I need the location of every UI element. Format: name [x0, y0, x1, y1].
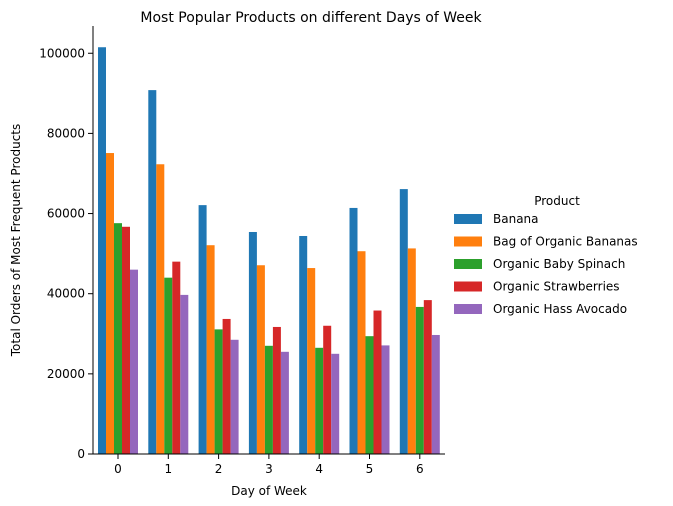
legend-label: Bag of Organic Bananas — [493, 235, 638, 249]
x-tick-label: 5 — [366, 462, 374, 476]
bar-bag-of-organic-bananas-day-2 — [206, 245, 215, 454]
bar-banana-day-5 — [349, 207, 358, 454]
legend-swatch — [454, 214, 482, 224]
bar-organic-strawberries-day-3 — [272, 326, 281, 454]
bar-organic-hass-avocado-day-4 — [331, 353, 340, 454]
y-axis-ticks: 0 20000 40000 60000 80000 100000 — [39, 46, 93, 461]
x-tick-label: 3 — [265, 462, 273, 476]
bar-organic-strawberries-day-4 — [323, 325, 332, 454]
legend-label: Organic Hass Avocado — [493, 302, 627, 316]
y-tick-label: 60000 — [47, 207, 85, 221]
bar-organic-hass-avocado-day-3 — [280, 351, 289, 454]
legend-title: Product — [534, 194, 580, 208]
bar-organic-hass-avocado-day-2 — [230, 339, 239, 454]
legend-swatch — [454, 236, 482, 247]
bar-organic-strawberries-day-1 — [172, 261, 181, 454]
legend-label: Organic Baby Spinach — [493, 257, 625, 271]
bar-organic-strawberries-day-2 — [222, 318, 231, 454]
bar-organic-baby-spinach-day-5 — [365, 336, 374, 454]
bars-group — [98, 47, 440, 455]
chart-title: Most Popular Products on different Days … — [140, 10, 482, 26]
bar-banana-day-4 — [299, 235, 308, 454]
x-axis-ticks: 0 1 2 3 4 5 6 — [114, 454, 424, 476]
bar-banana-day-1 — [148, 90, 157, 455]
legend-swatch — [454, 259, 482, 269]
legend: Product Banana Bag of Organic Bananas Orga… — [454, 194, 638, 316]
bar-organic-strawberries-day-5 — [373, 310, 382, 454]
y-tick-label: 0 — [77, 447, 85, 461]
bar-bag-of-organic-bananas-day-3 — [256, 265, 265, 454]
bar-bag-of-organic-bananas-day-0 — [106, 153, 114, 455]
y-axis-label: Total Orders of Most Frequent Products — [9, 124, 23, 357]
bar-bag-of-organic-bananas-day-4 — [307, 268, 316, 454]
bar-organic-hass-avocado-day-5 — [381, 345, 390, 454]
bar-organic-strawberries-day-0 — [122, 226, 130, 454]
legend-label: Banana — [493, 212, 539, 226]
legend-swatch — [454, 281, 482, 292]
x-axis-label: Day of Week — [231, 484, 307, 498]
bar-organic-baby-spinach-day-4 — [315, 347, 324, 454]
bar-organic-baby-spinach-day-6 — [415, 306, 424, 454]
bar-bag-of-organic-bananas-day-5 — [357, 251, 366, 454]
y-tick-label: 40000 — [47, 287, 85, 301]
y-tick-label: 80000 — [47, 126, 85, 140]
x-tick-label: 2 — [215, 462, 223, 476]
bar-organic-baby-spinach-day-2 — [214, 329, 223, 454]
y-tick-label: 100000 — [39, 46, 85, 60]
y-tick-label: 20000 — [47, 367, 85, 381]
bar-organic-hass-avocado-day-6 — [431, 334, 440, 454]
x-tick-label: 4 — [315, 462, 323, 476]
x-tick-label: 0 — [114, 462, 122, 476]
bar-organic-hass-avocado-day-0 — [130, 269, 138, 454]
bar-organic-baby-spinach-day-3 — [264, 345, 273, 454]
legend-label: Organic Strawberries — [493, 280, 620, 294]
bar-organic-baby-spinach-day-0 — [114, 223, 122, 454]
legend-items: Banana Bag of Organic Bananas Organic Baby… — [454, 212, 638, 316]
bar-banana-day-3 — [248, 231, 257, 454]
bar-bag-of-organic-bananas-day-1 — [156, 164, 165, 454]
legend-swatch — [454, 304, 482, 314]
bar-banana-day-0 — [98, 47, 106, 455]
bar-organic-strawberries-day-6 — [423, 300, 432, 454]
bar-banana-day-2 — [198, 205, 207, 454]
bar-banana-day-6 — [399, 189, 408, 454]
bar-bag-of-organic-bananas-day-6 — [407, 248, 416, 454]
x-tick-label: 1 — [164, 462, 172, 476]
bar-organic-hass-avocado-day-1 — [180, 294, 189, 454]
x-tick-label: 6 — [416, 462, 424, 476]
bar-organic-baby-spinach-day-1 — [164, 277, 173, 454]
